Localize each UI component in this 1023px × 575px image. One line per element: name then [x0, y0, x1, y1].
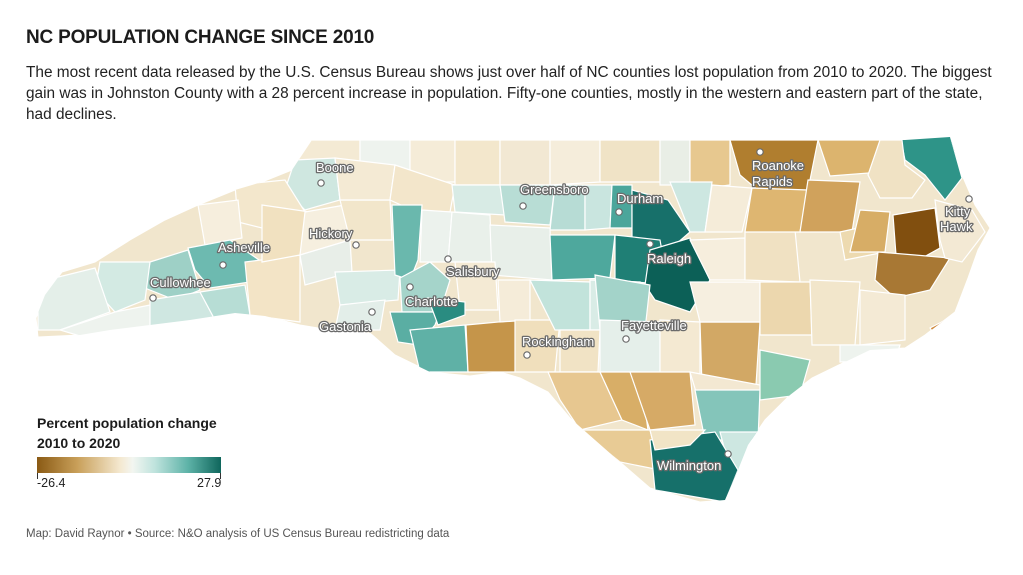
county-region: [839, 344, 901, 363]
county-region: [427, 297, 466, 326]
city-dot-boone: [317, 179, 325, 187]
city-dot-charlotte: [406, 283, 414, 291]
city-label-rockingham: Rockingham: [522, 334, 594, 349]
county-region: [744, 229, 801, 283]
county-region: [547, 371, 623, 431]
county-region: [454, 139, 501, 186]
county-region: [867, 139, 926, 199]
legend-color-bar: [37, 457, 221, 473]
city-dot-salisbury: [444, 255, 452, 263]
county-region: [704, 184, 753, 233]
county-region: [451, 184, 506, 216]
city-dot-durham: [615, 208, 623, 216]
city-label-asheville: Asheville: [218, 240, 270, 255]
legend-min-label: -26.4: [37, 476, 66, 490]
city-label-kitty-hawk: Kitty Hawk: [940, 204, 973, 234]
county-region: [892, 207, 941, 263]
city-label-cullowhee: Cullowhee: [150, 275, 211, 290]
map-subtitle: The most recent data released by the U.S…: [26, 64, 992, 123]
county-region: [744, 187, 809, 233]
map-title: NC POPULATION CHANGE SINCE 2010: [26, 27, 375, 48]
city-label-raleigh: Raleigh: [647, 251, 691, 266]
county-region: [499, 139, 551, 186]
city-label-kitty-line1: Kitty: [945, 204, 971, 219]
city-dot-asheville: [219, 261, 227, 269]
county-region: [859, 289, 906, 346]
county-region: [874, 251, 952, 299]
source-credit: Map: David Raynor • Source: N&O analysis…: [26, 528, 450, 540]
county-region: [334, 299, 386, 331]
city-label-gastonia: Gastonia: [319, 319, 372, 334]
county-region: [649, 429, 707, 451]
county-region: [799, 179, 861, 233]
city-label-charlotte: Charlotte: [405, 294, 458, 309]
county-region: [629, 371, 696, 431]
county-region: [244, 254, 301, 323]
city-dot-greensboro: [519, 202, 527, 210]
city-dot-wilmington: [724, 450, 732, 458]
county-region: [659, 139, 691, 186]
legend-tick-min: [37, 473, 38, 479]
city-labels: Boone Greensboro Durham Roanoke Rapids Ki…: [149, 157, 975, 475]
city-label-wilmington: Wilmington: [657, 458, 721, 473]
city-label-salisbury: Salisbury: [446, 264, 500, 279]
county-region: [689, 139, 731, 191]
county-region: [578, 429, 661, 471]
city-label-kitty-line2: Hawk: [940, 219, 973, 234]
county-region: [334, 269, 401, 306]
city-dot-cullowhee: [149, 294, 157, 302]
county-region: [447, 211, 493, 263]
city-label-hickory: Hickory: [309, 226, 353, 241]
legend-tick-max: [220, 473, 221, 479]
city-dot-gastonia: [368, 308, 376, 316]
county-region: [934, 199, 986, 263]
city-label-boone: Boone: [316, 160, 354, 175]
city-dot-kitty-hawk: [965, 195, 973, 203]
city-label-roanoke-rapids: Roanoke Rapids: [752, 158, 804, 189]
county-region: [549, 234, 616, 281]
county-region: [454, 261, 499, 311]
legend-max-label: 27.9: [197, 476, 222, 490]
city-label-roanoke-line2: Rapids: [752, 174, 793, 189]
county-region: [549, 139, 601, 186]
county-region: [419, 209, 453, 263]
county-region: [759, 281, 813, 336]
county-region: [465, 319, 521, 373]
county-region: [809, 279, 861, 346]
city-dot-raleigh: [646, 240, 654, 248]
county-region: [409, 324, 469, 373]
city-label-greensboro: Greensboro: [520, 182, 589, 197]
county-region: [599, 139, 661, 183]
city-dot-rockingham: [523, 351, 531, 359]
city-label-fayetteville: Fayetteville: [621, 318, 687, 333]
county-region: [497, 279, 531, 323]
city-markers: [149, 148, 973, 458]
county-region: [689, 281, 761, 323]
legend-title: Percent population change 2010 to 2020: [37, 415, 217, 451]
county-region: [197, 199, 243, 246]
city-label-durham: Durham: [617, 191, 663, 206]
city-label-roanoke-line1: Roanoke: [752, 158, 804, 173]
county-region: [37, 267, 111, 331]
city-dot-roanoke-rapids: [756, 148, 764, 156]
city-dot-fayetteville: [622, 335, 630, 343]
city-dot-hickory: [352, 241, 360, 249]
county-region: [584, 184, 613, 231]
